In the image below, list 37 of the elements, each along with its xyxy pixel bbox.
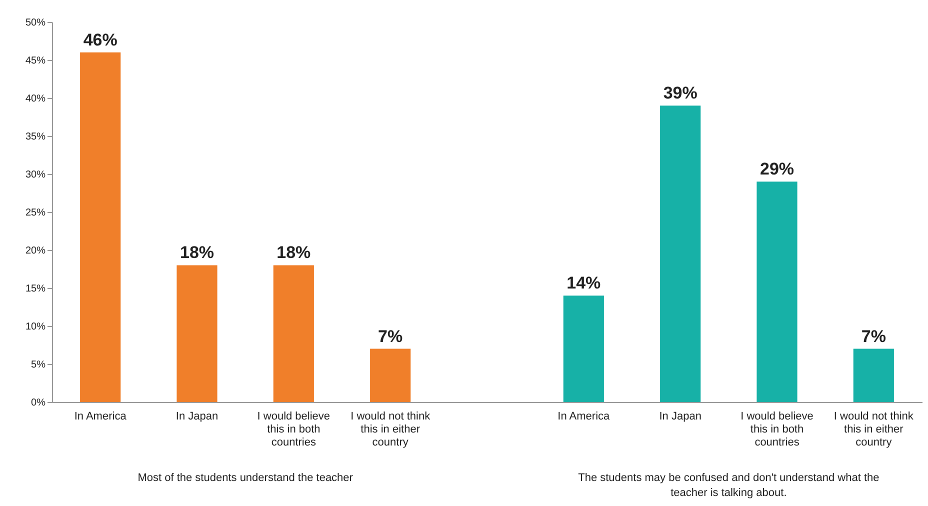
bar <box>176 265 218 402</box>
y-tick-label: 30% <box>25 170 46 180</box>
bar <box>370 348 411 402</box>
data-label: 29% <box>760 160 794 179</box>
data-label: 46% <box>83 30 118 50</box>
data-label: 39% <box>663 84 698 103</box>
x-tick-label: In America <box>74 410 128 422</box>
bar <box>273 265 314 402</box>
x-tick-label: In America <box>558 410 611 422</box>
data-label: 18% <box>180 243 214 262</box>
y-tick-label: 25% <box>25 208 46 218</box>
x-tick-label: I would believe this in both countries <box>257 410 330 448</box>
bar <box>660 106 701 402</box>
x-tick-label: In Japan <box>659 410 702 422</box>
y-tick-label: 0% <box>31 398 46 408</box>
data-label: 7% <box>378 326 403 346</box>
y-tick-label: 10% <box>25 322 46 332</box>
data-label: 7% <box>861 326 886 346</box>
x-tick-label: I would not think this in either country <box>834 410 914 448</box>
x-tick-label: In Japan <box>176 410 218 422</box>
text: The students may be confused and don't understand what the teacher is talking about. <box>578 472 880 499</box>
y-tick-label: 45% <box>25 56 46 66</box>
y-tick-label: 50% <box>25 18 46 28</box>
y-tick-label: 20% <box>25 246 46 256</box>
x-tick-label: I would not think this in either country <box>350 410 431 448</box>
y-tick-label: 35% <box>25 132 46 142</box>
bar <box>563 296 604 402</box>
bar <box>80 52 121 402</box>
data-label: 18% <box>276 243 311 262</box>
bar <box>756 182 798 402</box>
y-tick-label: 40% <box>25 94 46 104</box>
text: Most of the students understand the teacher <box>138 472 354 484</box>
y-tick-label: 5% <box>31 360 46 370</box>
x-tick-label: I would believe this in both countries <box>740 410 814 448</box>
data-label: 14% <box>566 274 601 293</box>
y-tick-label: 15% <box>25 284 46 294</box>
bar <box>853 348 894 402</box>
